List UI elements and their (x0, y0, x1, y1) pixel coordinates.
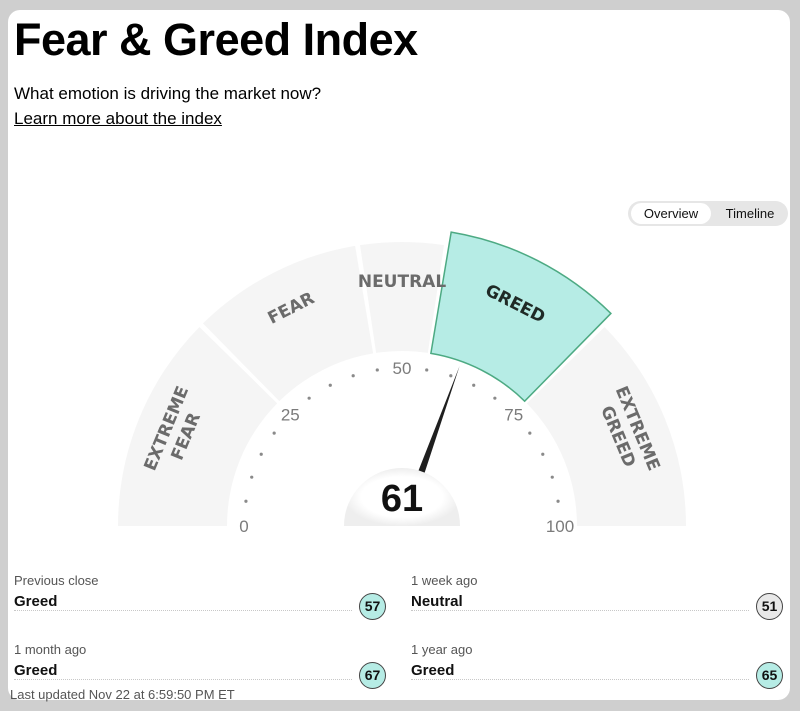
gauge-segment-fear (202, 245, 374, 402)
gauge-tick-dot (449, 374, 453, 378)
gauge-value: 61 (381, 478, 423, 520)
overview-tab[interactable]: Overview (631, 203, 711, 224)
gauge-tick-label: 50 (393, 359, 412, 378)
gauge-tick-label: 25 (281, 405, 300, 424)
gauge-tick-dot (556, 499, 560, 503)
gauge-tick-label: 100 (546, 517, 574, 536)
learn-more-link[interactable]: Learn more about the index (14, 109, 222, 128)
history-rating: Greed (14, 593, 58, 610)
page-title: Fear & Greed Index (14, 14, 418, 65)
gauge-tick-dot (472, 383, 476, 387)
gauge-tick-dot (259, 452, 263, 456)
history-value-badge: 57 (359, 593, 386, 620)
gauge-tick-dot (272, 431, 276, 435)
history-rating: Greed (411, 662, 455, 679)
history-1-month-ago: 1 month ago Greed 67 (14, 642, 386, 692)
history-when: Previous close (14, 573, 99, 588)
gauge-hub (344, 468, 460, 526)
timeline-tab[interactable]: Timeline (725, 206, 775, 221)
history-rating: Neutral (411, 593, 463, 610)
history-when: 1 week ago (411, 573, 478, 588)
history-rating: Greed (14, 662, 58, 679)
gauge-tick-dot (375, 368, 379, 372)
gauge-segment-extreme-fear (118, 326, 278, 526)
gauge-tick-dot (307, 396, 311, 400)
history-1-week-ago: 1 week ago Neutral 51 (411, 573, 783, 623)
gauge-segment-extreme-greed (526, 326, 686, 526)
dotted-divider (411, 679, 749, 680)
history-previous-close: Previous close Greed 57 (14, 573, 386, 623)
dotted-divider (14, 679, 352, 680)
history-value-badge: 65 (756, 662, 783, 689)
page-subtitle: What emotion is driving the market now? (14, 84, 322, 103)
history-when: 1 year ago (411, 642, 473, 657)
gauge-tick-dot (351, 374, 355, 378)
gauge-tick-dot (250, 475, 254, 479)
history-value-badge: 51 (756, 593, 783, 620)
gauge-tick-label: 0 (239, 517, 248, 536)
dotted-divider (14, 610, 352, 611)
gauge-tick-dot (528, 431, 532, 435)
dotted-divider (411, 610, 749, 611)
gauge-segment-greed (430, 231, 612, 403)
gauge-segment-label: NEUTRAL (358, 272, 446, 292)
gauge-tick-dot (328, 383, 332, 387)
gauge-tick-dot (244, 499, 248, 503)
gauge-needle (418, 366, 460, 473)
gauge-tick-label: 75 (504, 405, 523, 424)
view-toggle: Overview Timeline (628, 201, 788, 226)
history-when: 1 month ago (14, 642, 87, 657)
history-1-year-ago: 1 year ago Greed 65 (411, 642, 783, 692)
gauge-tick-dot (541, 452, 545, 456)
fear-greed-card: Fear & Greed Index What emotion is drivi… (8, 10, 790, 700)
last-updated: Last updated Nov 22 at 6:59:50 PM ET (10, 687, 235, 702)
gauge-segment-neutral (360, 242, 444, 353)
history-value-badge: 67 (359, 662, 386, 689)
gauge-tick-dot (493, 396, 497, 400)
gauge-tick-dot (550, 475, 554, 479)
gauge-tick-dot (425, 368, 429, 372)
